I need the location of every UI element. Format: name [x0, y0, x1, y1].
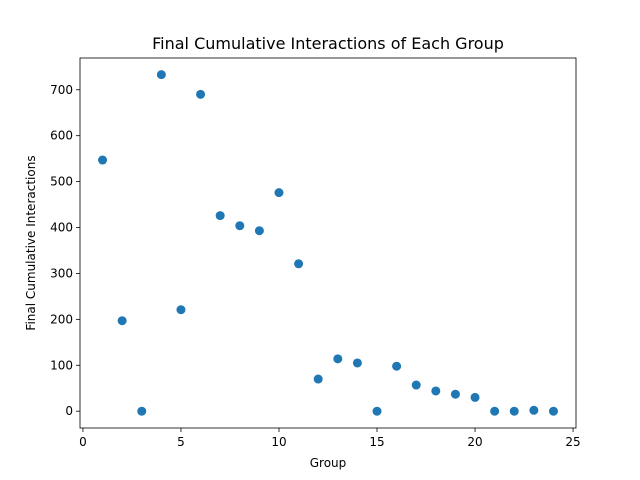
- data-point: [450, 389, 460, 399]
- axis-ticks: 0 5 10 15 20 25 0 100 200 300 400 500 600 700: [50, 83, 581, 449]
- data-point: [254, 226, 264, 236]
- data-point: [294, 259, 304, 269]
- data-point: [548, 406, 558, 416]
- x-tick-label: 25: [565, 435, 580, 449]
- data-point: [392, 361, 402, 371]
- data-point: [470, 392, 480, 402]
- data-point: [372, 406, 382, 416]
- x-tick-label: 5: [177, 435, 185, 449]
- data-point: [411, 380, 421, 390]
- chart-title: Final Cumulative Interactions of Each Gr…: [152, 34, 504, 53]
- x-tick-label: 20: [467, 435, 482, 449]
- y-axis-label: Final Cumulative Interactions: [24, 155, 38, 330]
- plot-area-frame: [79, 57, 577, 429]
- data-point: [509, 406, 519, 416]
- data-point: [215, 211, 225, 221]
- x-tick-label: 15: [369, 435, 384, 449]
- data-point: [274, 188, 284, 198]
- y-tick-label: 500: [50, 175, 73, 189]
- data-point: [235, 221, 245, 231]
- data-point: [313, 374, 323, 384]
- x-axis-label: Group: [310, 456, 347, 470]
- y-tick-label: 600: [50, 129, 73, 143]
- y-tick-label: 700: [50, 83, 73, 97]
- data-point: [529, 405, 539, 415]
- y-tick-label: 100: [50, 358, 73, 372]
- y-tick-label: 0: [65, 404, 73, 418]
- data-point: [196, 89, 206, 99]
- data-point: [176, 305, 186, 315]
- x-tick-label: 10: [271, 435, 286, 449]
- y-tick-label: 300: [50, 266, 73, 280]
- data-point: [490, 406, 500, 416]
- data-point: [431, 386, 441, 396]
- y-tick-label: 400: [50, 221, 73, 235]
- data-point: [137, 406, 147, 416]
- x-tick-label: 0: [79, 435, 87, 449]
- data-point: [117, 316, 127, 326]
- data-point: [156, 70, 166, 80]
- data-point: [98, 155, 108, 165]
- data-point: [352, 358, 362, 368]
- data-point: [333, 354, 343, 364]
- data-points: [98, 70, 558, 416]
- y-tick-label: 200: [50, 312, 73, 326]
